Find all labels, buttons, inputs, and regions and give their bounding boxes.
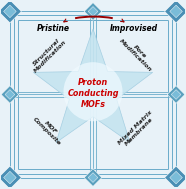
Polygon shape [84, 169, 102, 186]
Polygon shape [84, 3, 102, 20]
Text: Improvised: Improvised [110, 24, 158, 33]
Circle shape [63, 62, 123, 121]
Polygon shape [88, 7, 98, 16]
Text: Pore
Modification: Pore Modification [118, 35, 157, 73]
Polygon shape [167, 86, 185, 103]
Polygon shape [165, 0, 186, 23]
Polygon shape [5, 90, 15, 99]
Polygon shape [4, 171, 16, 184]
Polygon shape [88, 173, 98, 182]
Polygon shape [171, 90, 181, 99]
Polygon shape [0, 166, 21, 189]
Polygon shape [1, 86, 19, 103]
Polygon shape [33, 29, 153, 143]
Polygon shape [4, 5, 16, 18]
Text: Structural
Modification: Structural Modification [29, 35, 68, 73]
Text: MOF
Composite: MOF Composite [32, 113, 66, 146]
Polygon shape [0, 0, 21, 23]
Text: Mixed Matrix
Membrane: Mixed Matrix Membrane [117, 109, 157, 150]
Polygon shape [170, 5, 182, 18]
Polygon shape [170, 171, 182, 184]
Polygon shape [165, 166, 186, 189]
Text: Pristine: Pristine [37, 24, 70, 33]
Text: Proton
Conducting
MOFs: Proton Conducting MOFs [67, 78, 119, 109]
